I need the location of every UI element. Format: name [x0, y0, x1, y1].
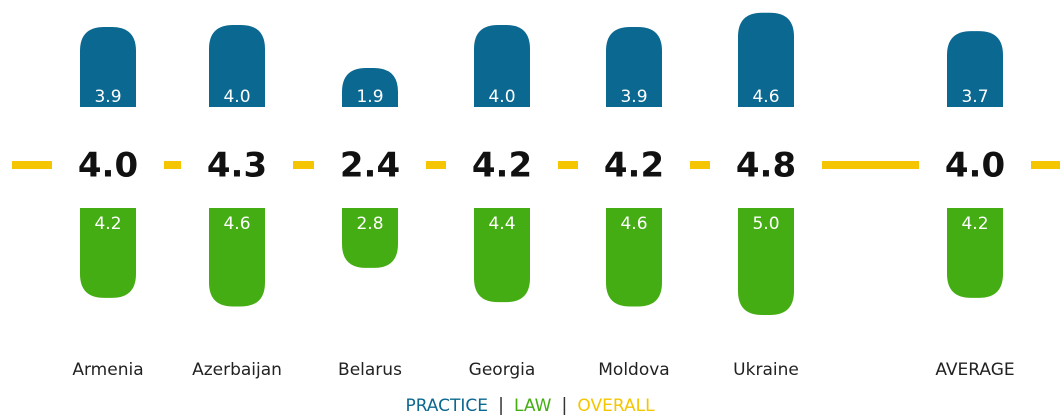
practice-label: 4.0: [223, 87, 250, 107]
law-bar: [474, 208, 530, 303]
practice-bar: [738, 12, 794, 108]
overall-label: 4.0: [78, 146, 138, 186]
law-bar: [606, 208, 662, 307]
law-bar: [209, 208, 265, 307]
category-label: Moldova: [598, 360, 669, 380]
practice-bar: [80, 27, 136, 107]
overall-label: 4.0: [945, 146, 1005, 186]
category-label: Belarus: [338, 360, 402, 380]
overall-label: 4.2: [472, 146, 532, 186]
practice-label: 4.0: [488, 87, 515, 107]
practice-bar: [606, 27, 662, 107]
practice-label: 4.6: [752, 87, 779, 107]
law-label: 4.6: [620, 214, 647, 234]
category-label: AVERAGE: [935, 360, 1014, 380]
legend-entry: PRACTICE: [405, 396, 488, 416]
practice-bar: [342, 68, 398, 107]
category-label: Georgia: [469, 360, 536, 380]
practice-label: 3.9: [94, 87, 121, 107]
overall-label: 4.2: [604, 146, 664, 186]
law-bar: [947, 208, 1003, 298]
practice-bar: [209, 25, 265, 107]
law-label: 5.0: [752, 214, 779, 234]
legend-entry: LAW: [514, 396, 552, 416]
law-bar: [342, 208, 398, 268]
practice-label: 3.9: [620, 87, 647, 107]
law-bar: [738, 208, 794, 315]
category-label: Azerbaijan: [192, 360, 282, 380]
law-label: 4.2: [961, 214, 988, 234]
practice-label: 1.9: [356, 87, 383, 107]
legend-entry: OVERALL: [577, 396, 655, 416]
law-label: 4.6: [223, 214, 250, 234]
practice-label: 3.7: [961, 87, 988, 107]
law-bar: [80, 208, 136, 298]
overall-label: 4.3: [207, 146, 267, 186]
law-label: 4.2: [94, 214, 121, 234]
category-label: Ukraine: [733, 360, 799, 380]
overall-label: 2.4: [340, 146, 400, 186]
category-label: Armenia: [72, 360, 143, 380]
practice-bar: [947, 31, 1003, 107]
law-label: 2.8: [356, 214, 383, 234]
practice-bar: [474, 25, 530, 107]
law-label: 4.4: [488, 214, 515, 234]
overall-label: 4.8: [736, 146, 796, 186]
